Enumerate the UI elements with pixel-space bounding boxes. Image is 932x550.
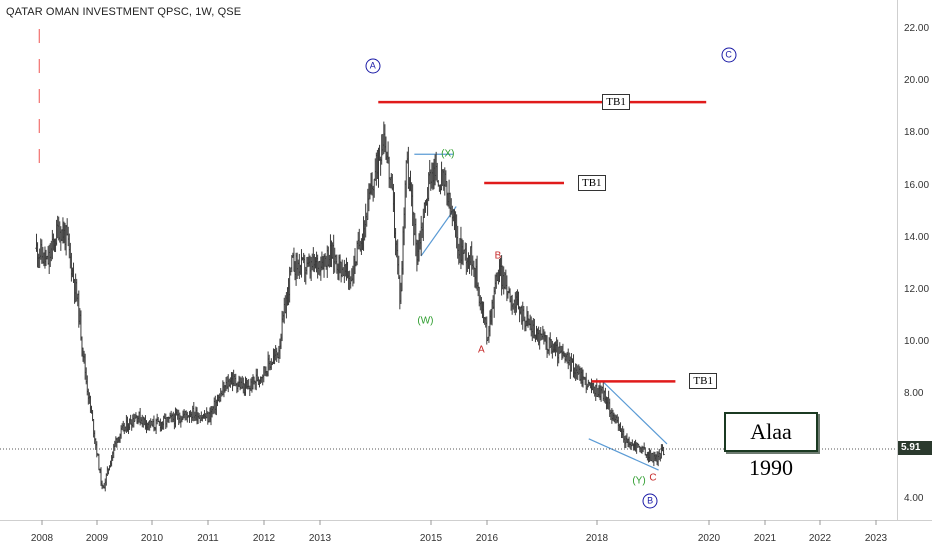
price-tick-label: 18.00 [904,127,930,139]
price-tick-label: 10.00 [904,336,930,348]
target-label: TB1 [689,373,717,390]
time-tick-label: 2011 [197,533,219,544]
author-signature: Alaa 1990 [724,412,818,480]
price-tick-label: 16.00 [904,179,930,191]
wave-label: B [494,250,502,262]
wedge-lower-line [588,438,659,471]
price-tick-label: 22.00 [904,23,930,34]
target-label: TB1 [578,174,606,191]
price-tick-label: 4.00 [904,492,924,504]
circled-wave-label: C [721,47,737,63]
price-tick-label: 20.00 [904,75,930,87]
chart-title: QATAR OMAN INVESTMENT QPSC, 1W, QSE [6,6,242,18]
circled-wave-label: A [365,58,381,74]
time-tick-label: 2013 [308,533,332,544]
circled-wave-label: B [642,493,658,509]
wave-label: (W) [417,315,434,327]
time-tick-label: 2008 [30,533,54,544]
time-tick-label: 2015 [419,533,443,544]
time-tick-label: 2022 [808,533,832,544]
time-tick-label: 2021 [753,533,777,544]
wave-label: A [478,344,485,356]
time-tick-label: 2012 [252,533,276,544]
target-label: TB1 [602,94,630,111]
time-tick-label: 2016 [475,533,499,544]
time-tick-label: 2009 [85,533,109,544]
price-tick-label: 12.00 [904,284,930,295]
price-tick-label: 14.00 [904,231,930,243]
wave-label: (X) [441,148,455,160]
time-tick-label: 2023 [864,533,888,544]
wedge-upper-line [602,380,668,445]
last-price-tag: 5.91 [898,441,932,455]
time-tick-label: 2020 [697,533,721,544]
wave-label: C [649,472,657,484]
price-tick-label: 8.00 [904,388,924,400]
wave-label: (Y) [632,475,646,487]
time-tick-label: 2010 [140,533,164,544]
time-tick-label: 2018 [585,533,609,544]
